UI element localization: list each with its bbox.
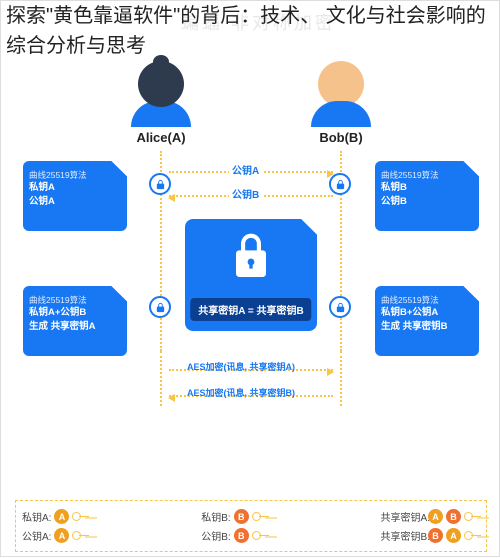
avatar-alice: Alice(A) <box>131 61 191 145</box>
legend-sharedB: 共享密钥B:BA <box>381 528 480 543</box>
lock-icon <box>335 302 346 313</box>
legend-sharedA: 共享密钥A:AB <box>381 509 480 524</box>
lock-node-bob-bot <box>329 296 351 318</box>
card-top-left: 曲线25519算法 私钥A 公钥A <box>23 161 127 231</box>
card-br-l1: 私钥B+公钥A <box>381 306 473 320</box>
center-sharedkey-box: 共享密钥A = 共享密钥B <box>185 219 317 331</box>
legend-pubB: 公钥B:B <box>201 528 267 543</box>
legend-box: 私钥A:A 私钥B:B 共享密钥A:AB 公钥A:A 公钥B:B 共享密钥B:B… <box>15 500 487 552</box>
card-tr-algo: 曲线25519算法 <box>381 169 473 181</box>
lock-node-bob-top <box>329 173 351 195</box>
card-bottom-right: 曲线25519算法 私钥B+公钥A 生成 共享密钥B <box>375 286 479 356</box>
card-tr-arrow <box>351 175 373 177</box>
avatar-row: Alice(A) Bob(B) <box>1 61 500 151</box>
card-tl-arrow <box>129 175 151 177</box>
headline-text: 探索"黄色靠逼软件"的背后：技术、 文化与社会影响的综合分析与思考 <box>6 1 494 61</box>
card-br-arrow <box>351 300 373 302</box>
avatar-bob: Bob(B) <box>311 61 371 145</box>
flow-pubA-label: 公钥A <box>229 162 262 177</box>
card-top-right: 曲线25519算法 私钥B 公钥B <box>375 161 479 231</box>
legend-row-2: 公钥A:A 公钥B:B 共享密钥B:BA <box>22 528 480 543</box>
card-bottom-left: 曲线25519算法 私钥A+公钥B 生成 共享密钥A <box>23 286 127 356</box>
lock-icon <box>155 179 166 190</box>
card-br-algo: 曲线25519算法 <box>381 294 473 306</box>
legend-privB: 私钥B:B <box>201 509 267 524</box>
bob-vline2 <box>340 351 342 406</box>
lock-icon <box>155 302 166 313</box>
card-tr-l2: 公钥B <box>381 195 473 209</box>
big-lock-icon <box>231 233 271 286</box>
flow-aesB-label: AES加密(讯息, 共享密钥B) <box>187 386 295 399</box>
diagram-stage: Alice(A) Bob(B) 公钥A 公钥B 曲线25519算法 私钥A 公钥… <box>1 61 500 558</box>
sharedkey-label: 共享密钥A = 共享密钥B <box>190 298 311 321</box>
legend-pubA: 公钥A:A <box>22 528 88 543</box>
flow-pubB-label: 公钥B <box>229 186 262 201</box>
legend-privA: 私钥A:A <box>22 509 88 524</box>
card-tr-l1: 私钥B <box>381 181 473 195</box>
card-br-l2: 生成 共享密钥B <box>381 320 473 334</box>
card-tl-l2: 公钥A <box>29 195 121 209</box>
alice-vline2 <box>160 351 162 406</box>
card-bl-arrow <box>129 300 151 302</box>
lock-icon <box>335 179 346 190</box>
lock-node-alice-top <box>149 173 171 195</box>
card-tl-l1: 私钥A <box>29 181 121 195</box>
legend-row-1: 私钥A:A 私钥B:B 共享密钥A:AB <box>22 509 480 524</box>
card-bl-l2: 生成 共享密钥A <box>29 320 121 334</box>
card-bl-algo: 曲线25519算法 <box>29 294 121 306</box>
card-bl-l1: 私钥A+公钥B <box>29 306 121 320</box>
alice-name: Alice(A) <box>131 130 191 145</box>
lock-node-alice-bot <box>149 296 171 318</box>
flow-aesA-label: AES加密(讯息, 共享密钥A) <box>187 360 295 373</box>
bob-name: Bob(B) <box>311 130 371 145</box>
card-tl-algo: 曲线25519算法 <box>29 169 121 181</box>
